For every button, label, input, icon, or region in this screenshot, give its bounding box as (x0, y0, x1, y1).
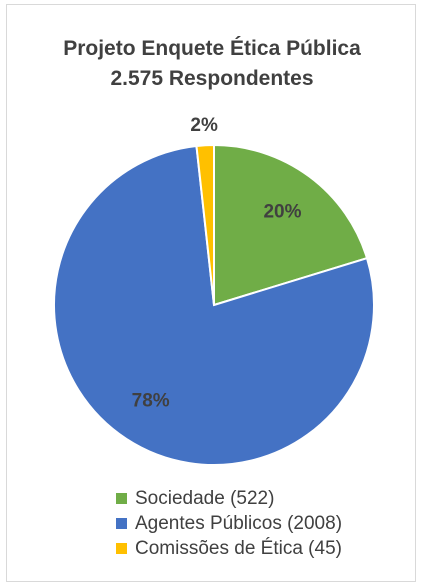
legend: Sociedade (522) Agentes Públicos (2008) … (116, 486, 342, 561)
legend-item-sociedade: Sociedade (522) (116, 486, 342, 511)
chart-subtitle: 2.575 Respondentes (110, 67, 314, 90)
legend-swatch-comissoes-etica (116, 543, 127, 554)
data-label-comissoes-etica: 2% (190, 115, 218, 136)
legend-item-comissoes-etica: Comissões de Ética (45) (116, 536, 342, 561)
legend-label-agentes-publicos: Agentes Públicos (2008) (135, 512, 343, 534)
pie-slice-comissoes-etica (195, 143, 215, 306)
legend-label-sociedade: Sociedade (522) (135, 487, 275, 509)
data-label-sociedade: 20% (263, 201, 301, 222)
chart-title-block: Projeto Enquete Ética Pública 2.575 Resp… (0, 34, 424, 94)
data-label-agentes-publicos: 78% (132, 390, 170, 411)
legend-swatch-agentes-publicos (116, 518, 127, 529)
chart-title: Projeto Enquete Ética Pública (63, 37, 361, 60)
legend-item-agentes-publicos: Agentes Públicos (2008) (116, 511, 342, 536)
legend-swatch-sociedade (116, 493, 127, 504)
pie-slice-agentes-publicos (53, 144, 375, 466)
pie-slice-sociedade (213, 143, 369, 307)
legend-label-comissoes-etica: Comissões de Ética (45) (135, 537, 342, 559)
